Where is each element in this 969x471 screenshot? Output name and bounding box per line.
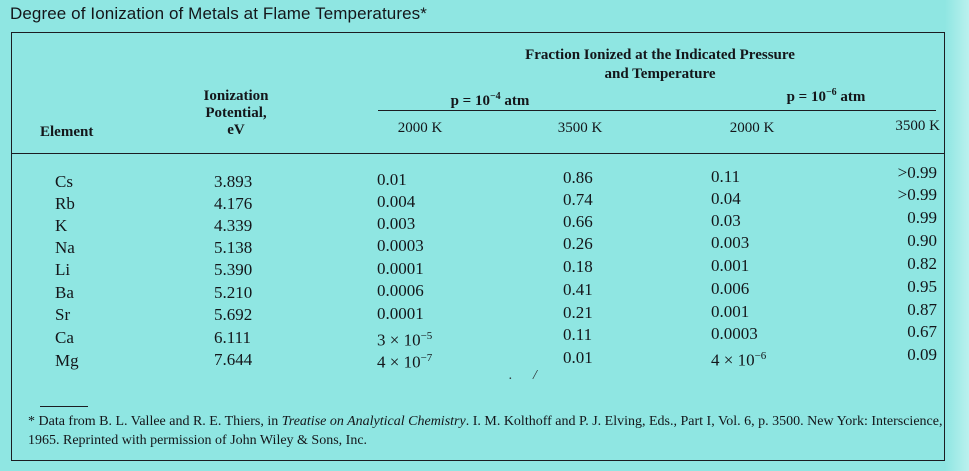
scan-speck: · [508,372,513,387]
p4-3500-cell: 0.66 [563,212,593,231]
element-cell: Ba [55,283,74,302]
p6-2000-mantissa: 4 × 10 [711,350,755,370]
potential-cell: 5.692 [214,305,253,324]
pressure-1-unit: atm [500,93,530,109]
ionization-header-line2: Potential, [205,105,267,121]
temp-header-3: 2000 K [729,120,775,136]
footnote-suffix: . I. M. Kolthoff and P. J. Elving, Eds.,… [28,414,943,448]
p4-2000-cell: 0.0006 [377,281,424,300]
footnote-rule [40,406,88,408]
element-cell: Rb [55,194,75,213]
p4-2000-cell: 4 × 10−7 [377,348,432,373]
footnote-prefix: * Data from B. L. Vallee and R. E. Thier… [28,414,282,429]
p6-2000-cell: 0.0003 [711,324,758,343]
p4-2000-cell: 3 × 10−5 [377,326,432,351]
element-cell: Na [55,238,75,257]
p6-2000-cell: 4 × 10−6 [711,346,766,371]
footnote-book-title: Treatise on Analytical Chemistry [281,414,466,429]
p4-2000-cell: 0.0001 [377,259,424,278]
p6-3500-cell: 0.90 [907,231,937,250]
pressure-2-exponent: −6 [825,87,837,98]
p6-3500-cell: 0.99 [907,208,937,227]
pressure-2-prefix: p = 10 [786,89,826,105]
p4-2000-cell: 0.01 [377,170,407,189]
p4-3500-cell: 0.26 [563,234,593,253]
p4-3500-cell: 0.41 [563,280,593,299]
p4-2000-cell: 0.003 [377,214,416,233]
p4-2000-cell: 0.0003 [377,236,424,255]
p4-3500-cell: 0.86 [563,168,593,187]
p6-2000-cell: 0.001 [711,256,750,275]
p4-2000-mantissa: 4 × 10 [377,352,421,372]
potential-cell: 7.644 [214,350,253,369]
element-cell: Sr [55,305,71,324]
pressure-1-exponent: −4 [489,91,501,102]
fraction-header-line1: Fraction Ionized at the Indicated Pressu… [525,47,795,63]
table-frame [11,32,945,461]
pressure-header-1: p = 10−4 atm [420,88,560,110]
potential-cell: 5.390 [214,260,253,279]
potential-cell: 6.111 [214,328,251,347]
element-cell: Ca [55,328,74,347]
pressure-2-unit: atm [836,89,866,105]
p6-2000-cell: 0.003 [711,233,750,252]
potential-cell: 4.176 [214,194,253,213]
ionization-header-line1: Ionization [203,88,269,104]
footnote: * Data from B. L. Vallee and R. E. Thier… [28,412,944,450]
ionization-header-line3: eV [227,122,245,138]
p6-3500-cell: 0.09 [907,345,937,364]
potential-cell: 5.210 [214,283,253,302]
element-cell: K [55,216,68,235]
temp-header-2: 3500 K [557,120,603,136]
potential-cell: 4.339 [214,216,253,235]
p6-3500-cell: 0.67 [907,322,937,341]
p6-2000-cell: 0.03 [711,211,741,230]
p4-2000-exponent: −7 [420,352,433,364]
p6-3500-cell: 0.82 [907,254,937,273]
p4-3500-cell: 0.11 [563,325,593,344]
p6-2000-exponent: −6 [754,350,767,362]
header-bottom-rule [12,153,944,155]
p4-3500-cell: 0.21 [563,303,593,322]
p4-3500-cell: 0.74 [563,190,593,209]
table-title: Degree of Ionization of Metals at Flame … [10,4,427,23]
pressure-1-prefix: p = 10 [450,93,490,109]
p4-2000-mantissa: 3 × 10 [377,330,421,350]
fraction-header-rule [378,110,936,112]
p6-2000-cell: 0.001 [711,302,750,321]
element-cell: Li [55,260,71,279]
p6-3500-cell: >0.99 [897,163,937,182]
p4-2000-cell: 0.004 [377,192,416,211]
page-edge-glare [945,0,969,471]
potential-cell: 5.138 [214,238,253,257]
p4-2000-exponent: −5 [420,330,433,342]
fraction-header-line2: and Temperature [604,66,716,82]
element-cell: Mg [55,351,79,370]
p6-2000-cell: 0.04 [711,189,741,208]
element-cell: Cs [55,172,73,191]
p4-3500-cell: 0.01 [563,348,593,367]
p6-3500-cell: 0.95 [907,277,937,296]
pressure-header-2: p = 10−6 atm [756,84,896,106]
p6-3500-cell: >0.99 [897,185,937,204]
element-header: Element [40,124,94,140]
potential-cell: 3.893 [214,172,253,191]
p6-2000-cell: 0.006 [711,279,750,298]
temp-header-1: 2000 K [397,120,443,136]
p6-2000-cell: 0.11 [711,167,741,186]
temp-header-4: 3500 K [895,118,940,134]
p4-2000-cell: 0.0001 [377,304,424,323]
scan-speck: / [533,368,537,383]
p6-3500-cell: 0.87 [907,300,937,319]
p4-3500-cell: 0.18 [563,257,593,276]
